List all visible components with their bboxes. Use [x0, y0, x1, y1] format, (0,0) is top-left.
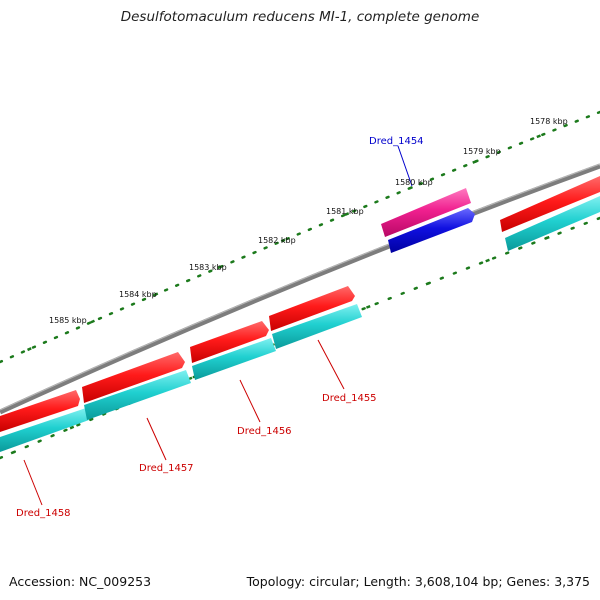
scale-label: 1579 kbp [463, 147, 501, 156]
scale-label: 1582 kbp [258, 236, 296, 245]
genome-backbone-highlight [0, 163, 600, 411]
topology-text: Topology: circular; Length: 3,608,104 bp… [246, 574, 590, 589]
map-title: Desulfotomaculum reducens MI-1, complete… [120, 9, 480, 25]
scale-label: 1578 kbp [530, 117, 568, 126]
scale-labels: 1578 kbp 1579 kbp 1580 kbp 1581 kbp 1582… [49, 117, 568, 325]
scale-label: 1583 kbp [189, 263, 227, 272]
gene-dred-1457-reverse [84, 370, 191, 420]
leader-dred-1456 [239, 379, 261, 423]
accession-text: Accession: NC_009253 [9, 574, 152, 589]
gene-dred-1456-reverse [192, 338, 276, 380]
gene-dred-1456-forward [190, 321, 269, 363]
outer-scale-dots [0, 110, 600, 364]
scale-label: 1580 kbp [395, 178, 433, 187]
forward-strand-genes [0, 176, 600, 432]
gene-dred-1457-forward [82, 352, 185, 403]
label-leader-lines [23, 145, 413, 506]
gene-dred-1455-reverse [272, 304, 362, 349]
gene-label-dred-1456[interactable]: Dred_1456 [237, 426, 292, 437]
gene-labels: Dred_1454 Dred_1455 Dred_1456 Dred_1457 … [16, 136, 424, 519]
highlighted-gene-dred-1454[interactable] [381, 188, 475, 253]
gene-dred-1458-reverse [0, 408, 89, 452]
scale-label: 1585 kbp [49, 316, 87, 325]
leader-dred-1458 [23, 459, 43, 506]
leader-dred-1457 [146, 417, 167, 461]
genome-backbone [0, 163, 600, 415]
gene-label-dred-1455[interactable]: Dred_1455 [322, 393, 377, 404]
leader-dred-1454 [397, 145, 413, 187]
gene-dred-1454-forward[interactable] [381, 188, 471, 237]
gene-dred-1454-reverse[interactable] [388, 208, 475, 253]
leader-dred-1455 [317, 339, 345, 390]
scale-label: 1584 kbp [119, 290, 157, 299]
gene-label-dred-1457[interactable]: Dred_1457 [139, 463, 194, 474]
gene-right-forward [500, 176, 600, 232]
gene-label-dred-1454[interactable]: Dred_1454 [369, 136, 424, 147]
scale-label: 1581 kbp [326, 207, 364, 216]
outer-scale-ring [0, 110, 600, 364]
gene-dred-1455-forward [269, 286, 355, 331]
gene-right-reverse [505, 196, 600, 251]
gene-dred-1458-forward [0, 390, 80, 432]
reverse-strand-genes [0, 196, 600, 452]
gene-label-dred-1458[interactable]: Dred_1458 [16, 508, 71, 519]
